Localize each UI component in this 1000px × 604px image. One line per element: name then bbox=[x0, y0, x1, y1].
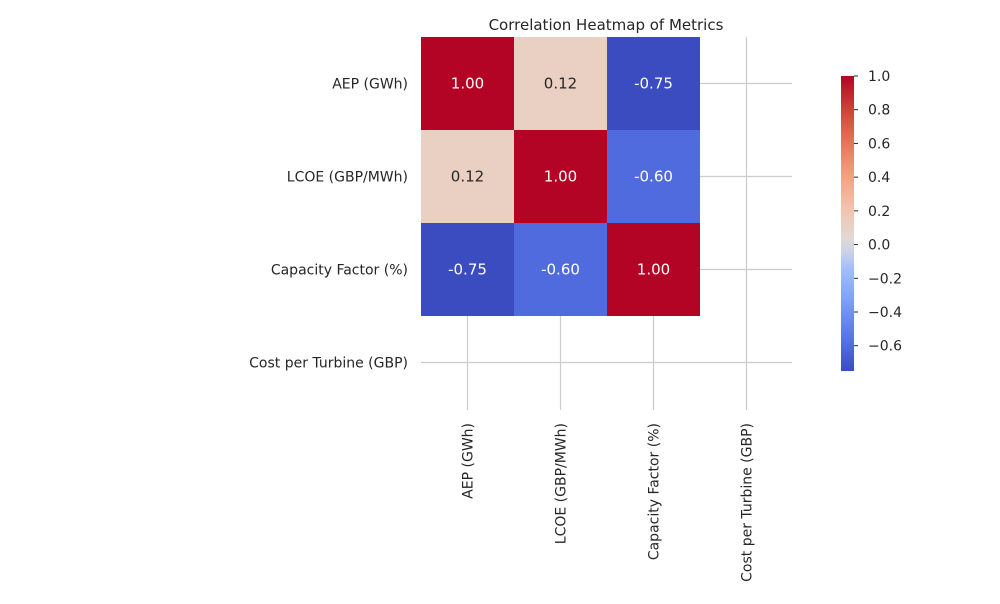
y-tick-label-aep-gwh: AEP (GWh) bbox=[332, 77, 408, 93]
cell-value-label-r1-c2: -0.60 bbox=[634, 168, 673, 186]
colorbar: 1.0 0.8 0.6 0.4 0.2 0.0 −0.2 −0.4 −0.6 bbox=[841, 69, 902, 371]
x-tick-label-lcoe-gbp-mwh: LCOE (GBP/MWh) bbox=[554, 423, 570, 544]
y-tick-label-cost-per-turbine-gbp: Cost per Turbine (GBP) bbox=[249, 356, 408, 372]
heatmap-cell-r1-c2 bbox=[607, 130, 700, 223]
cell-value-label-r0-c1: 0.12 bbox=[544, 75, 577, 93]
cell-value-label-r2-c1: -0.60 bbox=[541, 261, 580, 279]
heatmap-cell-r0-c0 bbox=[421, 37, 514, 130]
heatmap-cell-r1-c0 bbox=[421, 130, 514, 223]
colorbar-gradient bbox=[841, 76, 854, 371]
colorbar-tick-label: 0.0 bbox=[868, 238, 890, 254]
y-tick-label-capacity-factor: Capacity Factor (%) bbox=[271, 263, 408, 279]
y-tick-label-lcoe-gbp-mwh: LCOE (GBP/MWh) bbox=[287, 170, 408, 186]
y-tick-labels: AEP (GWh) LCOE (GBP/MWh) Capacity Factor (… bbox=[249, 77, 408, 372]
heatmap-cell-r2-c0 bbox=[421, 223, 514, 316]
cell-value-label-r2-c0: -0.75 bbox=[448, 261, 487, 279]
colorbar-tick-label: 0.8 bbox=[868, 103, 890, 119]
colorbar-tick-label: −0.6 bbox=[868, 339, 902, 355]
cell-value-label-r2-c2: 1.00 bbox=[637, 261, 670, 279]
colorbar-tick-label: 0.6 bbox=[868, 136, 890, 152]
colorbar-tick-label: −0.4 bbox=[868, 305, 902, 321]
heatmap-cell-r0-c2 bbox=[607, 37, 700, 130]
x-tick-labels: AEP (GWh) LCOE (GBP/MWh) Capacity Factor (… bbox=[461, 423, 756, 582]
colorbar-tick-label: 1.0 bbox=[868, 69, 890, 85]
heatmap-cell-r2-c2 bbox=[607, 223, 700, 316]
heatmap-cell-r2-c1 bbox=[514, 223, 607, 316]
cell-value-label-r0-c2: -0.75 bbox=[634, 75, 673, 93]
cell-value-label-r1-c0: 0.12 bbox=[451, 168, 484, 186]
x-tick-label-cost-per-turbine-gbp: Cost per Turbine (GBP) bbox=[740, 423, 756, 582]
colorbar-tick-label: 0.2 bbox=[868, 204, 890, 220]
heatmap-cells: 1.00 0.12 -0.75 0.12 1.00 -0.60 -0.75 -0.60 1.00 bbox=[421, 37, 700, 316]
heatmap-cell-r0-c1 bbox=[514, 37, 607, 130]
x-tick-label-aep-gwh: AEP (GWh) bbox=[461, 423, 477, 499]
colorbar-tick-label: 0.4 bbox=[868, 170, 890, 186]
cell-value-label-r0-c0: 1.00 bbox=[451, 75, 484, 93]
cell-value-label-r1-c1: 1.00 bbox=[544, 168, 577, 186]
heatmap-cell-r1-c1 bbox=[514, 130, 607, 223]
x-tick-label-capacity-factor: Capacity Factor (%) bbox=[647, 423, 663, 560]
colorbar-tick-label: −0.2 bbox=[868, 271, 902, 287]
chart-title: Correlation Heatmap of Metrics bbox=[489, 16, 724, 34]
